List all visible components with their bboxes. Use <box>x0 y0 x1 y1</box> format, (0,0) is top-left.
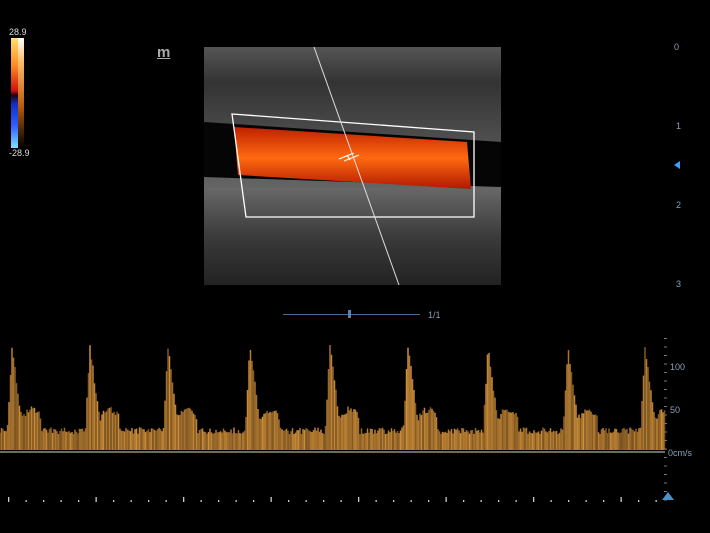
time-tick <box>288 500 289 502</box>
time-tick <box>131 500 132 502</box>
color-scale-min: -28.9 <box>9 148 30 158</box>
velocity-tick <box>664 432 667 433</box>
depth-label: 3 <box>676 279 681 289</box>
depth-label: 0 <box>674 42 679 52</box>
time-tick <box>323 500 324 502</box>
time-tick <box>341 500 342 502</box>
time-tick <box>568 500 569 502</box>
time-tick <box>638 500 639 502</box>
velocity-label: 100 <box>670 362 685 372</box>
baseline-shift-icon[interactable] <box>662 492 674 500</box>
time-tick <box>446 497 447 502</box>
time-tick <box>306 500 307 502</box>
velocity-tick <box>664 355 667 356</box>
time-tick <box>551 500 552 502</box>
color-map <box>11 38 18 148</box>
time-tick <box>481 500 482 502</box>
spectral-waveform <box>0 345 665 450</box>
cine-handle[interactable] <box>348 310 351 318</box>
ultrasound-screen: 28.9 -28.9 m 0 1 2 3 1/1 <box>0 0 710 533</box>
time-tick <box>183 497 184 502</box>
velocity-tick <box>664 389 667 390</box>
time-tick <box>166 500 167 502</box>
velocity-tick <box>664 440 667 441</box>
depth-label: 1 <box>676 121 681 131</box>
velocity-tick <box>664 347 667 348</box>
time-tick <box>43 500 44 502</box>
time-tick <box>26 500 27 502</box>
time-tick <box>8 497 9 502</box>
time-tick <box>498 500 499 502</box>
time-tick <box>393 500 394 502</box>
velocity-tick <box>664 364 667 365</box>
velocity-tick <box>664 338 667 339</box>
velocity-tick <box>664 372 667 373</box>
velocity-tick <box>664 474 667 475</box>
velocity-tick <box>664 466 667 467</box>
time-tick <box>61 500 62 502</box>
time-tick <box>271 497 272 502</box>
time-tick <box>358 497 359 502</box>
intensity-map <box>18 38 24 148</box>
time-tick <box>236 500 237 502</box>
orientation-marker: m <box>157 44 170 61</box>
color-velocity-bar <box>11 38 25 148</box>
time-tick <box>533 497 534 502</box>
time-tick <box>516 500 517 502</box>
time-tick <box>96 497 97 502</box>
velocity-tick <box>664 398 667 399</box>
time-tick <box>603 500 604 502</box>
time-tick <box>201 500 202 502</box>
time-tick <box>253 500 254 502</box>
time-tick <box>428 500 429 502</box>
velocity-tick <box>664 381 667 382</box>
time-tick <box>218 500 219 502</box>
time-tick <box>463 500 464 502</box>
b-mode-image <box>204 47 501 285</box>
velocity-tick <box>664 483 667 484</box>
velocity-tick <box>664 491 667 492</box>
velocity-label: 50 <box>670 405 680 415</box>
velocity-tick <box>664 449 667 450</box>
velocity-label: 0cm/s <box>668 448 692 458</box>
frame-counter: 1/1 <box>428 310 441 320</box>
depth-label: 2 <box>676 200 681 210</box>
time-tick <box>656 500 657 502</box>
doppler-spectrum <box>0 330 710 510</box>
time-tick <box>586 500 587 502</box>
time-ticks <box>8 497 657 502</box>
time-tick <box>621 497 622 502</box>
velocity-tick <box>664 406 667 407</box>
time-tick <box>78 500 79 502</box>
cine-bar[interactable] <box>283 314 420 315</box>
color-scale-max: 28.9 <box>9 27 27 37</box>
time-tick <box>376 500 377 502</box>
velocity-tick <box>664 423 667 424</box>
time-tick <box>148 500 149 502</box>
time-tick <box>113 500 114 502</box>
velocity-tick <box>664 457 667 458</box>
time-tick <box>411 500 412 502</box>
velocity-tick <box>664 415 667 416</box>
focus-marker-icon <box>674 161 680 169</box>
